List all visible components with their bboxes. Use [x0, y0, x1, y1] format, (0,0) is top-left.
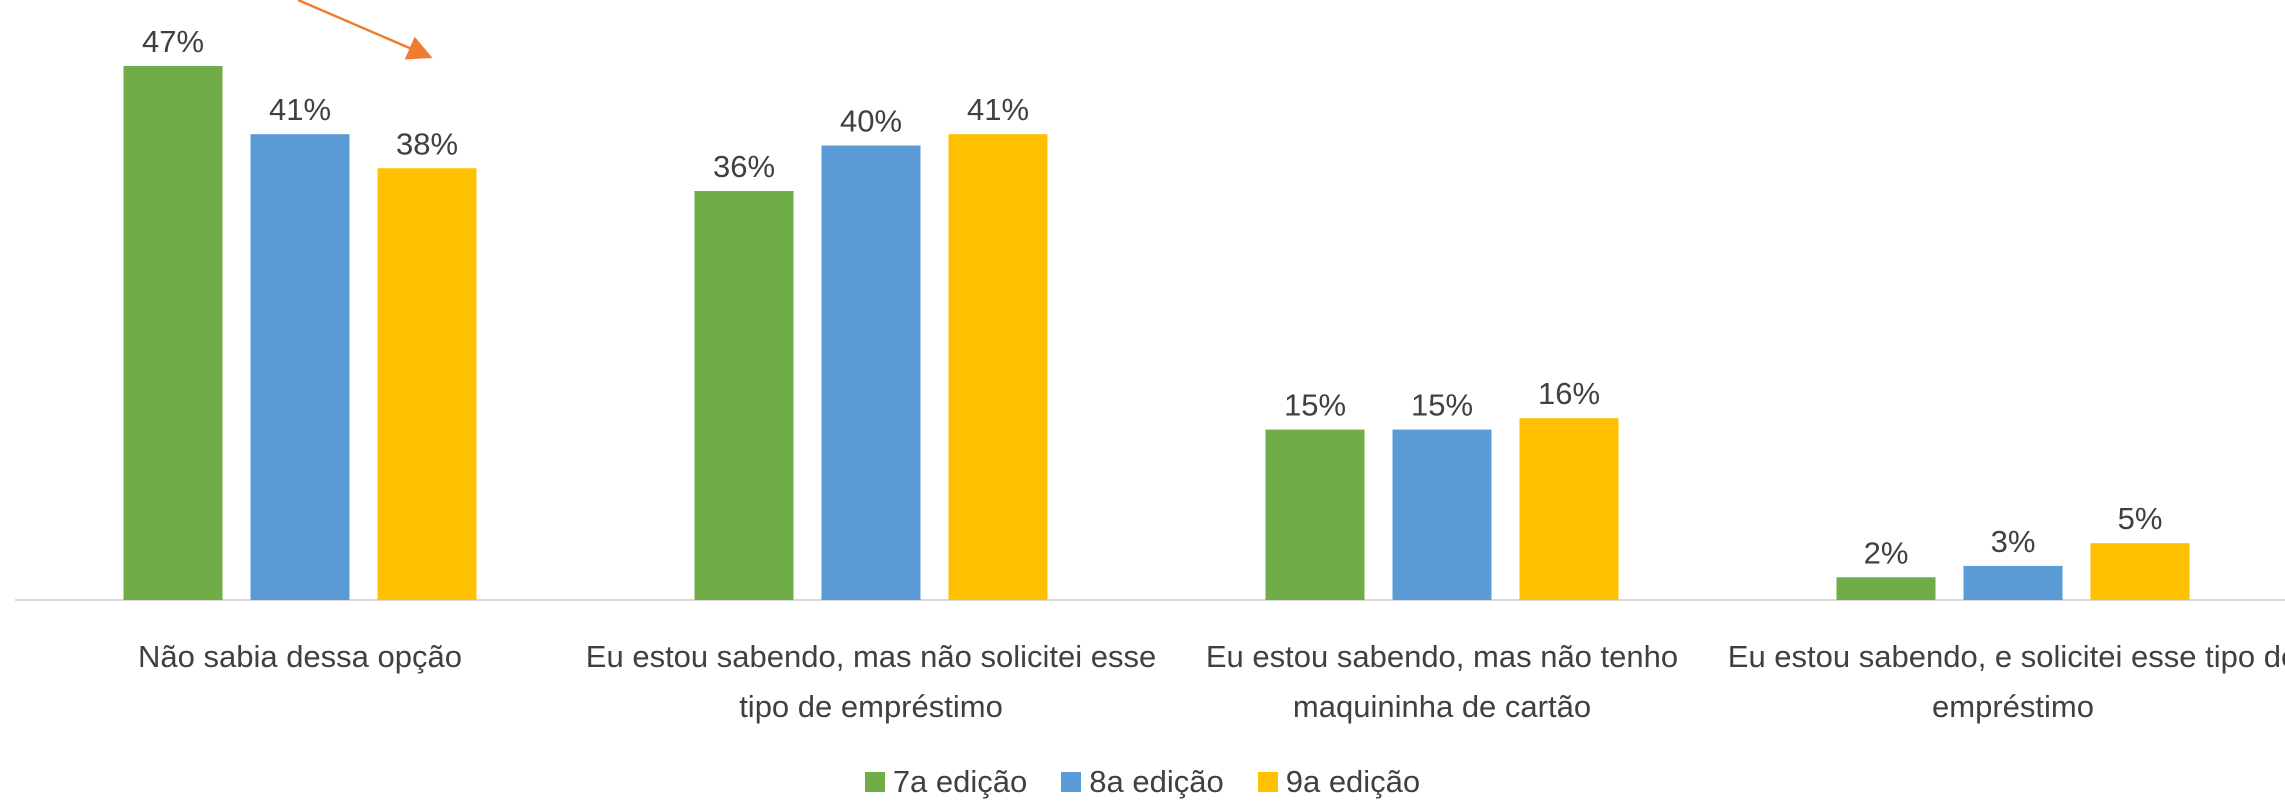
- bar: [1519, 418, 1619, 600]
- legend: 7a edição 8a edição 9a edição: [0, 764, 2285, 800]
- bar: [1265, 429, 1365, 600]
- data-label: 41%: [967, 92, 1029, 127]
- bar: [377, 168, 477, 601]
- x-tick-label: Eu estou sabendo, mas não tenho maquinin…: [1205, 639, 1679, 724]
- legend-label: 7a edição: [892, 764, 1028, 799]
- bar: [1963, 565, 2063, 600]
- x-tick-label: Não sabia dessa opção: [137, 639, 462, 674]
- legend-swatch: [1061, 772, 1082, 792]
- bar: [1836, 577, 1936, 600]
- x-tick-label: Eu estou sabendo, e solicitei esse tipo …: [1727, 639, 2285, 724]
- data-label: 3%: [1991, 524, 2036, 559]
- data-label: 47%: [142, 24, 204, 59]
- data-label: 36%: [713, 149, 775, 184]
- legend-swatch: [864, 772, 885, 792]
- legend-item: 8a edição: [1061, 764, 1224, 800]
- bar: [2090, 543, 2190, 600]
- annotation-arrow: [297, 0, 433, 60]
- legend-swatch: [1257, 772, 1278, 792]
- bar: [948, 134, 1048, 600]
- legend-label: 9a edição: [1285, 764, 1421, 799]
- bar: [250, 134, 350, 600]
- data-label: 5%: [2118, 501, 2163, 536]
- data-label: 38%: [396, 126, 458, 161]
- x-tick-label: Eu estou sabendo, mas não solicitei esse…: [585, 639, 1157, 724]
- bar: [123, 66, 223, 600]
- bar: [1392, 429, 1492, 600]
- legend-item: 7a edição: [864, 764, 1028, 800]
- legend-label: 8a edição: [1089, 764, 1224, 799]
- data-label: 15%: [1411, 388, 1473, 423]
- bar: [694, 190, 794, 600]
- legend-item: 9a edição: [1257, 764, 1421, 800]
- data-label: 15%: [1284, 388, 1346, 423]
- data-label: 41%: [269, 92, 331, 127]
- data-label: 16%: [1538, 376, 1600, 411]
- bar: [821, 145, 921, 600]
- data-label: 40%: [840, 104, 902, 139]
- data-label: 2%: [1864, 535, 1909, 570]
